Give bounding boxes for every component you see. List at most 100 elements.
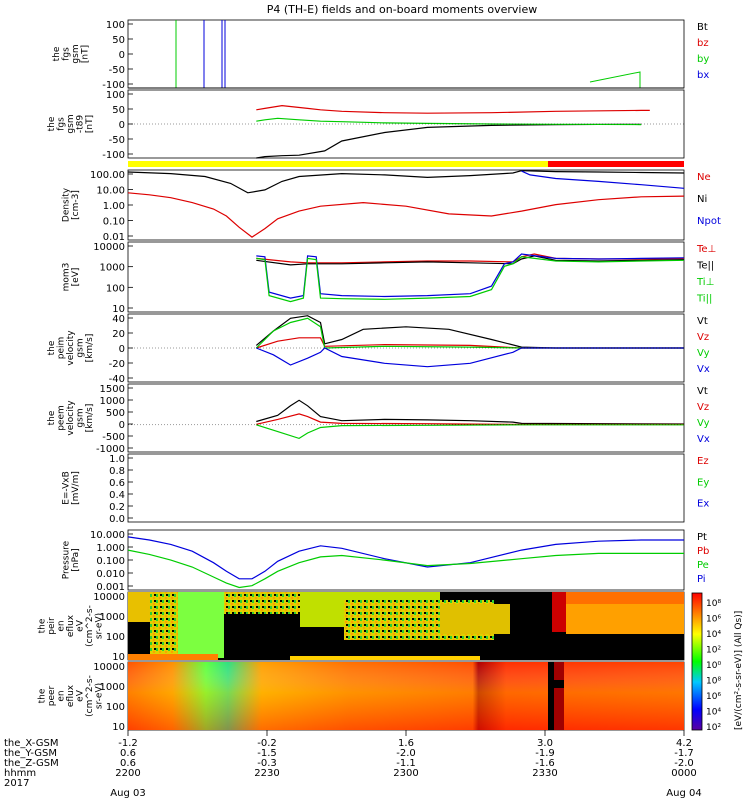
y-axis-label-line: fgs <box>57 117 67 131</box>
legend-entry: Pi <box>697 574 706 585</box>
colorbar-tick-label: 10⁰ <box>706 661 721 671</box>
colorbar-tick-label: 10⁶ <box>706 692 721 702</box>
y-axis-label-line: the <box>47 340 57 355</box>
y-tick-label: -50 <box>109 135 125 146</box>
y-tick-label: 1000 <box>100 612 125 623</box>
y-tick-label: 1.000 <box>96 543 125 554</box>
panel-frame <box>127 383 685 453</box>
y-axis-label: Pressure [nPa] <box>61 540 81 579</box>
y-tick-label: 0.001 <box>96 582 125 593</box>
y-tick-label: 0.2 <box>109 502 125 513</box>
legend-entry: Ti⊥ <box>696 277 714 288</box>
x-tick-label: -1.7 <box>674 748 694 759</box>
y-axis-label-line: sr-eV) <box>95 683 105 709</box>
legend-entry: Te|| <box>696 261 714 272</box>
y-axis-label-line: Density <box>61 187 71 222</box>
legend-entry: Vy <box>697 418 710 429</box>
legend-entry: Te⊥ <box>696 244 716 255</box>
y-axis-label-line: gsm <box>76 338 86 357</box>
x-tick-label: -1.1 <box>396 758 416 769</box>
series-line <box>256 256 685 303</box>
x-tick-label: -2.0 <box>396 748 416 759</box>
x-tick-label: 0000 <box>671 768 696 779</box>
y-tick-label: -500 <box>102 432 125 443</box>
y-tick-label: 0.01 <box>103 232 125 243</box>
x-tick-label: 2230 <box>254 768 279 779</box>
y-tick-label: 100 <box>106 90 125 101</box>
y-axis-label: E=-VxB [mV/m] <box>61 471 81 505</box>
x-axis-row-label: the_X-GSM <box>4 738 58 749</box>
legend-entry: bz <box>697 38 709 49</box>
legend-entry: Vy <box>697 348 710 359</box>
series-line <box>256 104 650 114</box>
x-axis-row-label: the_Z-GSM <box>4 758 59 769</box>
x-tick-label: 3.0 <box>537 738 553 749</box>
series-line <box>256 117 642 126</box>
x-tick-label: 2330 <box>532 768 557 779</box>
y-tick-label: -50 <box>109 65 125 76</box>
y-axis-label-line: the <box>38 688 48 703</box>
y-axis-label-line: [mV/m] <box>71 471 81 505</box>
y-axis-label-line: [cm-3] <box>71 190 81 220</box>
legend-entry: Vx <box>697 434 710 445</box>
series-line <box>256 424 684 440</box>
y-tick-label: -100 <box>102 150 125 161</box>
y-axis-label-line: the <box>52 46 62 61</box>
legend-entry: Vt <box>697 386 708 397</box>
colorbar-tick-label: 10⁴ <box>706 630 721 640</box>
y-axis-label-line: gsm <box>76 408 86 427</box>
y-axis-label-line: -t89 <box>76 115 86 134</box>
y-tick-label: 10000 <box>93 242 125 253</box>
series-line <box>256 123 642 159</box>
y-tick-label: 100 <box>106 20 125 31</box>
y-tick-label: 0 <box>119 120 125 131</box>
state-bar <box>128 161 684 167</box>
y-axis-label: the fgs gsm [nT] <box>52 44 91 63</box>
y-axis-label-line: the <box>47 410 57 425</box>
y-axis-label-line: the <box>38 618 48 633</box>
figure-title: P4 (TH-E) fields and on-board moments ov… <box>267 3 538 16</box>
x-axis-row-label: the_Y-GSM <box>4 748 57 759</box>
panel-frame <box>127 241 685 313</box>
x-tick-label: -1.2 <box>118 738 138 749</box>
x-tick-label: -0.3 <box>257 758 277 769</box>
x-tick-label: -1.9 <box>535 748 555 759</box>
panel-temp: 10000 1000 100 10 mom3 [eV] Te⊥ Te|| Ti⊥ Ti|| <box>61 241 716 315</box>
colorbar-label: [eV/(cm²-s-sr-eV)] (All Qs)] <box>734 611 744 730</box>
x-tick-label: 0.6 <box>120 748 136 759</box>
colorbar-tick-label: 10⁸ <box>706 599 721 609</box>
y-tick-label: -1000 <box>96 444 125 455</box>
y-tick-label: 0.8 <box>109 466 125 477</box>
series-line <box>255 317 684 349</box>
electron-spectrogram-image <box>128 662 684 730</box>
y-tick-label: 1.00 <box>103 201 125 212</box>
y-tick-label: 10 <box>112 652 125 663</box>
x-tick-label: 4.2 <box>676 738 692 749</box>
legend-entry: Pb <box>697 546 709 557</box>
y-axis-label-line: sr-eV) <box>95 613 105 639</box>
x-date-label: Aug 04 <box>666 788 701 799</box>
y-tick-label: 0.0 <box>109 514 125 525</box>
series-line <box>256 337 684 349</box>
y-tick-label: 10000 <box>93 592 125 603</box>
y-tick-label: -20 <box>109 359 125 370</box>
legend-entry: Vt <box>697 316 708 327</box>
y-tick-label: 10 <box>112 722 125 733</box>
y-tick-label: 0.4 <box>109 490 125 501</box>
y-tick-label: -40 <box>109 374 125 385</box>
y-axis-label-line: (cm^2-s- <box>85 675 95 717</box>
y-tick-label: 100 <box>106 283 125 294</box>
legend-entry: by <box>697 54 709 65</box>
legend-entry: Pe <box>697 560 709 571</box>
legend-entry: Ex <box>697 499 709 510</box>
y-axis-label-line: [km/s] <box>85 334 95 363</box>
y-tick-label: 50 <box>112 105 125 116</box>
panel-efield: 1.00.80.60.40.20.0 E=-VxB [mV/m] Ez Ey Ex <box>61 453 709 525</box>
y-tick-label: 0 <box>119 344 125 355</box>
colorbar-tick-label: 10² <box>706 646 721 656</box>
y-axis-label: mom3 [eV] <box>61 263 81 292</box>
y-axis-label-line: eflux <box>66 684 76 707</box>
y-tick-label: 0.6 <box>109 478 125 489</box>
panel-fgs: 100 50 0 -50 -100 the fgs gsm [nT] Bt bz by bx <box>52 19 709 91</box>
